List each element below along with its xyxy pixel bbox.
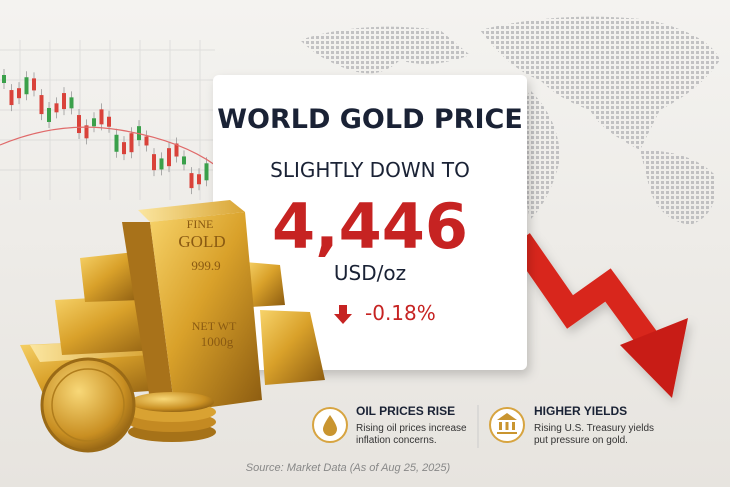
candle-body	[174, 143, 179, 157]
candle-body	[2, 75, 6, 83]
candle-body	[189, 173, 194, 189]
bar-text: FINE	[187, 217, 214, 231]
factor-text: Rising U.S. Treasury yields	[534, 423, 654, 434]
price: 4,446	[272, 190, 468, 263]
candle-body	[77, 115, 81, 134]
world-map	[300, 16, 720, 225]
trend-line	[0, 126, 216, 166]
bar-text: NET WT	[192, 319, 237, 333]
candlestick-decor	[2, 69, 209, 195]
candle-body	[114, 134, 119, 152]
factor-title: HIGHER YIELDS	[534, 404, 627, 418]
candle-body	[197, 174, 201, 185]
bar-text: 1000g	[201, 334, 234, 349]
candle-body	[129, 133, 134, 153]
candle-body	[69, 97, 74, 109]
candle-body	[107, 116, 111, 127]
change: -0.18%	[365, 301, 436, 325]
candle-body	[152, 154, 156, 171]
candle-body	[24, 77, 29, 95]
oil-drop	[323, 415, 337, 436]
unit: USD/oz	[334, 261, 406, 285]
candle-body	[99, 109, 104, 125]
candle-body	[204, 163, 209, 181]
price-card	[213, 75, 527, 370]
gold-coins	[40, 357, 216, 453]
change-arrow	[334, 305, 352, 324]
candle-body	[92, 118, 96, 127]
candle-body	[54, 103, 59, 113]
factor-text: Rising oil prices increase	[356, 423, 467, 434]
candle-body	[39, 95, 44, 115]
factor-text: put pressure on gold.	[534, 435, 628, 446]
candle-body	[9, 90, 14, 106]
factor-title: OIL PRICES RISE	[356, 404, 455, 418]
bank-shape	[497, 413, 517, 434]
source: Source: Market Data (As of Aug 25, 2025)	[246, 462, 451, 474]
candle-body	[182, 156, 186, 165]
subtitle: SLIGHTLY DOWN TO	[270, 158, 470, 182]
candle-body	[144, 136, 149, 146]
bar-text: GOLD	[178, 232, 225, 251]
candle-body	[167, 148, 171, 167]
candle-body	[32, 78, 36, 91]
bar-text: 999.9	[191, 258, 220, 273]
candle-body	[122, 142, 126, 155]
candle-body	[17, 88, 21, 99]
candle-body	[84, 125, 89, 139]
factor-text: inflation concerns.	[356, 435, 437, 446]
candle-body	[62, 93, 66, 110]
factors-panel: OIL PRICES RISE Rising oil prices increa…	[312, 404, 654, 448]
title: WORLD GOLD PRICE	[217, 104, 523, 135]
down-arrow-graphic	[510, 233, 688, 398]
candle-body	[47, 107, 51, 122]
candle-body	[159, 158, 164, 170]
